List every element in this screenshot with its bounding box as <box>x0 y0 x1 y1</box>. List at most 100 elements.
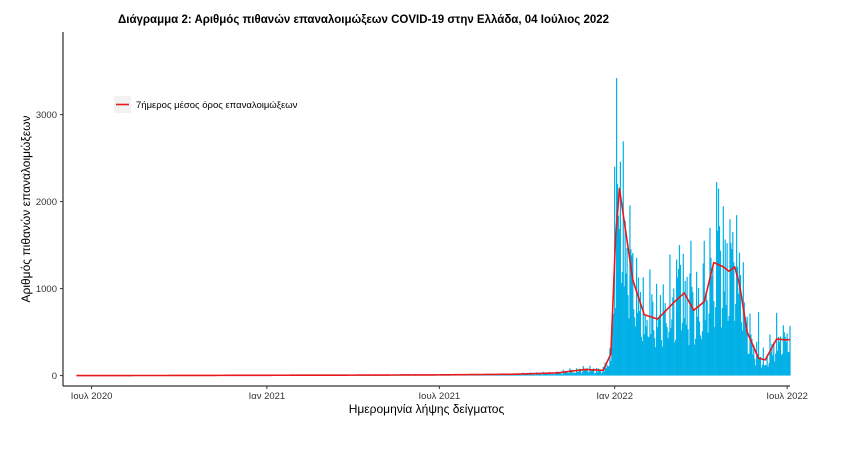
daily-bar <box>779 336 782 376</box>
daily-bar <box>597 368 600 376</box>
daily-bar <box>593 368 595 376</box>
y-tick-label: 2000 <box>36 197 57 208</box>
daily-bar <box>575 372 577 376</box>
daily-bar <box>596 372 599 376</box>
daily-bar <box>778 342 781 376</box>
daily-bar <box>766 356 768 376</box>
daily-bar <box>494 374 497 376</box>
daily-bar <box>764 364 766 376</box>
daily-bar <box>700 339 702 376</box>
daily-bar <box>769 334 771 376</box>
daily-bar <box>749 313 751 376</box>
daily-bar <box>570 370 572 376</box>
daily-bar <box>590 370 592 376</box>
daily-bar <box>499 374 501 376</box>
daily-bar <box>663 310 665 376</box>
daily-bar <box>753 345 755 376</box>
daily-bar <box>718 226 721 376</box>
daily-bar <box>514 374 516 376</box>
daily-bar <box>714 327 716 376</box>
legend-label: 7ήμερος μέσος όρος επαναλοιμώξεων <box>136 100 298 111</box>
daily-bar <box>643 333 645 376</box>
daily-bar <box>687 329 689 376</box>
daily-bar <box>650 334 652 376</box>
daily-bar <box>776 312 778 376</box>
daily-bar <box>696 271 698 376</box>
daily-bar <box>713 301 715 376</box>
daily-bar <box>626 247 628 376</box>
bars-group <box>115 78 791 377</box>
daily-bar <box>561 374 563 376</box>
daily-bar <box>716 230 719 376</box>
daily-bar <box>760 367 763 376</box>
daily-bar <box>641 341 643 376</box>
daily-bar <box>605 368 607 376</box>
daily-bar <box>667 338 669 376</box>
daily-bar <box>555 373 557 376</box>
daily-bar <box>524 374 526 376</box>
daily-bar <box>660 339 662 376</box>
daily-bar <box>773 342 775 376</box>
daily-bar <box>671 319 673 376</box>
daily-bar <box>619 161 621 376</box>
daily-bar <box>771 343 773 376</box>
daily-bar <box>688 345 690 376</box>
daily-bar <box>635 257 638 376</box>
daily-bar <box>715 307 717 376</box>
daily-bar <box>788 352 790 376</box>
daily-bar <box>780 354 783 376</box>
daily-bar <box>583 368 585 376</box>
daily-bar <box>552 373 554 376</box>
y-tick-label: 0 <box>52 371 57 382</box>
x-tick-label: Ιουλ 2021 <box>419 391 461 402</box>
daily-bar <box>634 317 636 376</box>
daily-bar <box>675 339 677 376</box>
daily-bar <box>560 373 562 376</box>
daily-bar <box>599 370 601 376</box>
daily-bar <box>654 338 656 376</box>
x-tick-label: Ιουλ 2020 <box>71 391 113 402</box>
daily-bar <box>681 322 683 376</box>
daily-bar <box>554 374 556 376</box>
daily-bar <box>743 302 745 376</box>
daily-bar <box>500 374 502 376</box>
daily-bar <box>601 371 603 376</box>
daily-bar <box>693 309 695 376</box>
daily-bar <box>548 374 550 376</box>
daily-bar <box>526 374 528 376</box>
daily-bar <box>745 329 747 376</box>
daily-bar <box>767 366 769 376</box>
daily-bar <box>595 372 597 376</box>
daily-bar <box>750 334 752 376</box>
daily-bar <box>546 373 548 376</box>
daily-bar <box>703 240 705 376</box>
daily-bar <box>571 369 573 376</box>
daily-bar <box>748 353 750 376</box>
daily-bar <box>607 366 609 376</box>
daily-bar <box>658 315 661 376</box>
daily-bar <box>736 215 738 376</box>
daily-bar <box>757 312 760 376</box>
daily-bar <box>646 320 648 376</box>
daily-bar <box>575 368 578 376</box>
daily-bar <box>683 318 685 376</box>
daily-bar <box>706 300 708 376</box>
daily-bar <box>577 371 580 376</box>
daily-bar <box>501 374 503 376</box>
daily-bar <box>559 372 561 376</box>
daily-bar <box>556 372 559 376</box>
daily-bar <box>623 286 625 376</box>
daily-bar <box>521 374 523 376</box>
daily-bar <box>494 374 496 376</box>
daily-bar <box>613 313 615 376</box>
daily-bar <box>666 327 668 376</box>
daily-bar <box>732 232 734 376</box>
daily-bar <box>770 352 772 376</box>
daily-bar <box>519 374 521 376</box>
daily-bar <box>685 324 687 376</box>
daily-bar <box>736 266 739 376</box>
daily-bar <box>774 361 776 376</box>
daily-bar <box>617 215 620 376</box>
daily-bar <box>781 353 783 376</box>
daily-bar <box>731 249 733 376</box>
